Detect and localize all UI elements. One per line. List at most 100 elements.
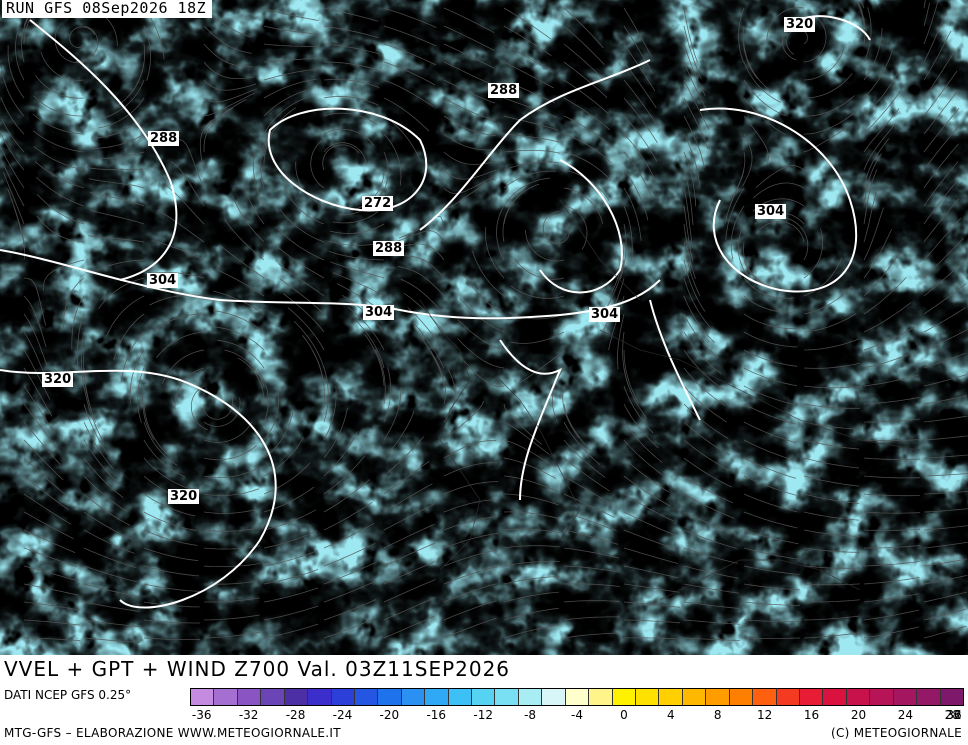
streamline [743,79,786,117]
streamline [743,529,799,545]
streamline [923,435,968,441]
streamline [89,209,145,225]
legend-swatch [542,689,566,705]
streamline [743,403,797,425]
streamline [683,79,710,131]
streamline [617,313,625,370]
streamline [863,277,907,315]
legend-swatch [776,689,800,705]
streamline [563,439,606,478]
streamline [443,462,498,477]
streamline [80,331,85,388]
streamline [563,511,617,532]
streamline [263,78,317,99]
streamline [263,88,313,117]
streamline [23,601,80,611]
streamline [383,579,436,603]
streamline [510,285,565,299]
streamline [403,292,445,333]
streamline [323,407,348,459]
legend-swatch [870,689,894,705]
streamline [683,115,705,168]
streamline [683,601,740,609]
streamline [472,250,505,297]
streamline [683,25,702,80]
streamline [803,421,860,430]
streamline [503,545,560,549]
legend-swatch [636,689,660,705]
streamline [923,70,958,117]
streamline [23,529,76,554]
streamline [603,259,625,313]
streamline [443,583,497,603]
streamline [623,367,648,419]
streamline [263,43,320,48]
streamline [83,619,140,628]
streamline [323,386,337,441]
streamline [503,493,559,506]
streamline [443,566,498,585]
streamline [503,475,558,492]
streamline [683,511,736,534]
streamline [803,362,860,369]
streamline [683,313,719,359]
legend-tick-label: -8 [524,708,537,722]
streamline [563,547,620,559]
streamline [503,177,551,207]
streamline [923,608,967,621]
streamline [257,368,269,423]
streamline [551,367,565,421]
streamline [623,79,658,126]
streamline [23,547,77,568]
streamline [278,263,325,297]
streamline [83,457,124,499]
streamline [923,125,960,171]
streamline [69,26,96,49]
streamline [683,133,701,188]
streamline [563,493,616,518]
streamline [23,565,79,582]
streamline [863,439,921,441]
contour-label: 320 [784,17,816,32]
streamline [143,583,200,592]
streamline [443,617,497,639]
streamline [323,95,379,106]
streamline [623,511,676,536]
streamline [33,95,84,117]
streamline [263,387,280,441]
streamline [348,307,385,351]
streamline [724,169,745,223]
streamline [142,385,155,440]
streamline [923,217,962,261]
streamline [263,605,319,621]
streamline [23,421,61,465]
streamline [623,547,678,564]
streamline [383,25,437,47]
streamline [737,223,749,277]
streamline [623,493,674,522]
streamline [443,600,497,621]
streamline [683,277,711,328]
streamline [323,522,375,549]
streamline [683,7,698,63]
streamline [164,184,205,225]
streamline [864,418,920,423]
streamline [683,205,694,262]
streamline [113,313,145,361]
streamline [143,421,178,466]
streamline [863,187,879,243]
streamline [143,457,191,490]
streamline [203,527,260,532]
streamline [863,561,920,567]
streamline [503,61,554,89]
streamline [803,547,860,553]
legend-swatch [753,689,777,705]
credit-left: MTG-GFS – ELABORAZIONE WWW.METEOGIORNALE… [4,726,341,740]
streamline [443,179,492,209]
streamline [623,529,677,550]
streamline [412,321,445,369]
streamline [203,79,257,91]
streamline [923,50,955,99]
streamline [623,205,633,261]
streamline [23,511,74,539]
